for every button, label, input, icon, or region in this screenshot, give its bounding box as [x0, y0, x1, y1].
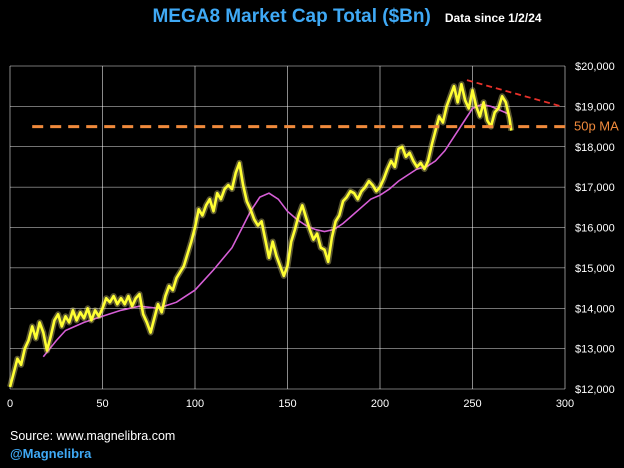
author-handle: @Magnelibra [10, 446, 92, 461]
ma-label: 50p MA [574, 119, 619, 134]
moving-average-line [42, 103, 510, 358]
price-line [8, 82, 513, 388]
y-tick-label: $18,000 [575, 142, 615, 154]
x-tick-label: 200 [371, 398, 389, 410]
moving-average-layer [42, 103, 510, 358]
y-tick-label: $19,000 [575, 101, 615, 113]
chart-title: MEGA8 Market Cap Total ($Bn) [152, 6, 431, 27]
y-tick-label: $16,000 [575, 223, 615, 235]
x-axis-ticks: 0 50 100 150 200 250 300 [7, 398, 574, 410]
y-tick-label: $13,000 [575, 344, 615, 356]
x-tick-label: 0 [7, 398, 13, 410]
y-tick-label: $14,000 [575, 303, 615, 315]
y-tick-label: $12,000 [575, 384, 615, 396]
x-tick-label: 250 [463, 398, 481, 410]
y-axis-ticks: $12,000 $13,000 $14,000 $15,000 $16,000 $17,0… [575, 61, 615, 396]
title-row: MEGA8 Market Cap Total ($Bn) Data since … [0, 6, 624, 32]
x-tick-label: 50 [96, 398, 108, 410]
y-tick-label: $15,000 [575, 263, 615, 275]
y-tick-label: $17,000 [575, 182, 615, 194]
annotation-layer: 50p MA [32, 79, 619, 134]
resistance-trendline [466, 79, 562, 108]
source-credit: Source: www.magnelibra.com [10, 429, 176, 443]
y-tick-label: $20,000 [575, 61, 615, 73]
x-tick-label: 150 [278, 398, 296, 410]
chart-subtitle: Data since 1/2/24 [444, 11, 542, 25]
x-tick-label: 300 [556, 398, 574, 410]
price-layer [7, 81, 515, 388]
x-tick-label: 100 [186, 398, 204, 410]
